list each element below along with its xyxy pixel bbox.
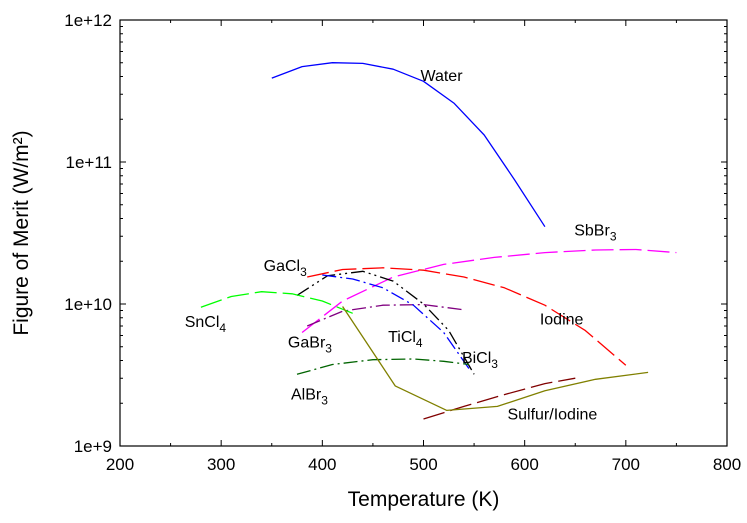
series-label-sulfur-iodine: Sulfur/Iodine [507,406,597,423]
x-tick-label: 200 [106,455,134,474]
series-layer [200,62,677,420]
series-label-sbbr3: SbBr3 [574,222,617,243]
series-label-ticl4: TiCl4 [388,329,423,350]
series-label-gabr3: GaBr3 [288,334,332,355]
y-tick-label: 1e+12 [64,11,112,30]
series-label-iodine: Iodine [540,312,584,329]
x-tick-label: 800 [713,455,741,474]
series-line-albr3 [296,358,470,375]
x-tick-label: 700 [612,455,640,474]
series-line-water [271,62,546,228]
label-layer: Water SbBr3 Iodine GaCl3 GaBr3 TiCl4 SnCl4 AlBr… [185,68,617,423]
x-axis-title: Temperature (K) [348,488,500,511]
series-label-water: Water [420,68,463,85]
y-tick-label: 1e+9 [74,437,112,456]
series-line-gabr3 [306,303,465,327]
series-line-iodine [307,267,627,366]
x-tick-label: 400 [308,455,336,474]
tick-layer: 200 300 400 500 600 700 800 1e+9 1e+10 1e+11 1e+12 [64,11,741,474]
series-label-sncl4: SnCl4 [185,314,227,335]
x-tick-label: 300 [207,455,235,474]
plot-frame [119,19,728,447]
y-axis-title: Figure of Merit (W/m²) [10,130,33,335]
y-tick-label: 1e+11 [66,153,112,172]
y-tick-label: 1e+10 [64,295,112,314]
series-line-ticl4 [322,274,470,370]
series-label-bicl3: BiCl3 [462,350,498,371]
x-tick-label: 500 [409,455,437,474]
series-label-gacl3: GaCl3 [264,258,307,279]
series-label-albr3: AlBr3 [291,386,328,407]
x-tick-label: 600 [510,455,538,474]
series-line-sncl4 [200,291,353,314]
series-line-sulfur-iodine [342,306,649,412]
series-line-sbbr3 [301,248,677,334]
